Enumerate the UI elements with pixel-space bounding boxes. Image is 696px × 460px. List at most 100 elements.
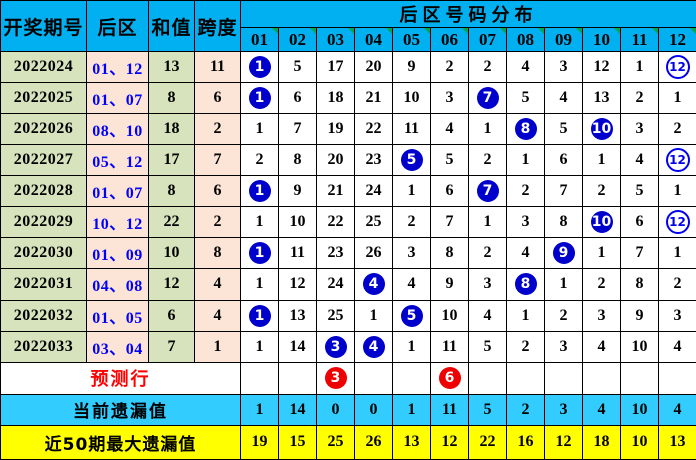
grid-cell: 2: [582, 175, 621, 208]
max-miss-label: 近50期最大遗漏值: [0, 424, 241, 460]
grid-cell: 2: [468, 237, 507, 270]
drawn-ball: 1: [248, 242, 271, 265]
predict-cell: [620, 361, 659, 395]
grid-cell: 5: [392, 299, 431, 332]
max-miss-value: 12: [544, 424, 583, 460]
header-number-05: 05: [392, 27, 431, 52]
cell-period: 2022030: [0, 237, 87, 270]
cell-sum: 6: [148, 299, 195, 332]
max-miss-value: 26: [354, 424, 393, 460]
grid-cell: 12: [278, 268, 317, 301]
cell-back-zone: 04、08: [86, 268, 149, 301]
cell-span: 4: [194, 268, 241, 301]
grid-cell: 12: [657, 50, 696, 84]
predict-cell: [582, 361, 621, 395]
grid-cell: 3: [506, 206, 545, 239]
header-number-09: 09: [544, 27, 583, 52]
grid-cell: 4: [430, 113, 469, 146]
grid-cell: 23: [354, 144, 393, 177]
drawn-ball: 3: [324, 335, 347, 358]
grid-cell: 5: [620, 175, 659, 208]
grid-cell: 11: [430, 330, 469, 363]
grid-cell: 14: [278, 330, 317, 363]
cell-back-zone: 01、05: [86, 299, 149, 332]
grid-cell: 6: [620, 206, 659, 239]
header-number-10: 10: [582, 27, 621, 52]
grid-cell: 8: [620, 268, 659, 301]
grid-cell: 3: [468, 268, 507, 301]
grid-cell: 4: [544, 82, 583, 115]
current-miss-row: 当前遗漏值 1 14 0 0 1 11 5 2 3 4 10 4: [0, 393, 696, 426]
grid-cell: 10: [582, 113, 621, 146]
grid-cell: 4: [582, 330, 621, 363]
drawn-ball: 5: [400, 304, 423, 327]
header-number-label: 07: [479, 29, 496, 49]
corner-marker-icon: [690, 28, 696, 34]
table-header: 开奖期号 后区 和值 跨度 后区号码分布 01 02 03 04 05 06 0…: [0, 0, 696, 52]
current-miss-value: 5: [468, 393, 507, 426]
grid-cell: 5: [468, 330, 507, 363]
header-number-11: 11: [620, 27, 659, 52]
header-number-03: 03: [316, 27, 355, 52]
grid-cell: 1: [240, 206, 279, 239]
grid-cell: 2: [544, 299, 583, 332]
grid-cell: 9: [620, 299, 659, 332]
grid-cell: 8: [544, 206, 583, 239]
corner-marker-icon: [500, 28, 506, 34]
drawn-ball: 1: [248, 180, 271, 203]
grid-cell: 21: [316, 175, 355, 208]
max-miss-value: 12: [430, 424, 469, 460]
predict-cell: [506, 361, 545, 395]
grid-cell: 4: [620, 144, 659, 177]
header-number-label: 09: [555, 29, 572, 49]
predict-cell: [392, 361, 431, 395]
header-number-04: 04: [354, 27, 393, 52]
grid-cell: 6: [278, 82, 317, 115]
grid-cell: 4: [468, 299, 507, 332]
header-number-02: 02: [278, 27, 317, 52]
header-number-label: 10: [593, 29, 610, 49]
header-number-label: 04: [365, 29, 382, 49]
drawn-ball-outline: 12: [665, 148, 690, 173]
grid-cell: 1: [240, 237, 279, 270]
header-number-12: 12: [657, 27, 696, 52]
table-row: 2022029 10、12 22 2 1 10 22 25 2 7 1 3 8 10 6 12: [0, 206, 696, 239]
drawn-ball: 7: [476, 180, 499, 203]
grid-cell: 13: [278, 299, 317, 332]
cell-back-zone: 10、12: [86, 206, 149, 239]
grid-cell: 1: [240, 175, 279, 208]
header-period: 开奖期号: [0, 0, 87, 52]
drawn-ball: 1: [248, 304, 271, 327]
cell-span: 6: [194, 175, 241, 208]
grid-cell: 1: [582, 237, 621, 270]
table-body: 2022024 01、12 13 11 1 5 17 20 9 2 2 4 3 12 1 12 2022025 0…: [0, 50, 696, 460]
grid-cell: 3: [620, 113, 659, 146]
grid-cell: 7: [544, 175, 583, 208]
drawn-ball: 4: [362, 335, 385, 358]
grid-cell: 7: [620, 237, 659, 270]
cell-sum: 8: [148, 82, 195, 115]
current-miss-value: 1: [392, 393, 431, 426]
table-row: 2022033 03、04 7 1 1 14 3 4 1 11 5 2 3 4 10 4: [0, 330, 696, 363]
predict-cell: 6: [430, 361, 469, 395]
header-number-01: 01: [240, 27, 279, 52]
header-number-label: 08: [517, 29, 534, 49]
corner-marker-icon: [386, 28, 392, 34]
drawn-ball: 8: [514, 273, 537, 296]
header-sum: 和值: [148, 0, 195, 52]
current-miss-value: 4: [657, 393, 696, 426]
grid-cell: 20: [316, 144, 355, 177]
header-group-distribution: 后区号码分布: [239, 0, 696, 28]
drawn-ball: 9: [552, 242, 575, 265]
grid-cell: 9: [392, 50, 431, 84]
max-miss-value: 19: [240, 424, 279, 460]
cell-back-zone: 01、07: [86, 82, 149, 115]
grid-cell: 2: [657, 113, 696, 146]
current-miss-value: 0: [316, 393, 355, 426]
max-miss-row: 近50期最大遗漏值 19 15 25 26 13 12 22 16 12 18 10 13: [0, 424, 696, 460]
grid-cell: 1: [468, 206, 507, 239]
grid-cell: 2: [506, 175, 545, 208]
corner-marker-icon: [576, 28, 582, 34]
predict-cell: [240, 361, 279, 395]
grid-cell: 1: [240, 268, 279, 301]
